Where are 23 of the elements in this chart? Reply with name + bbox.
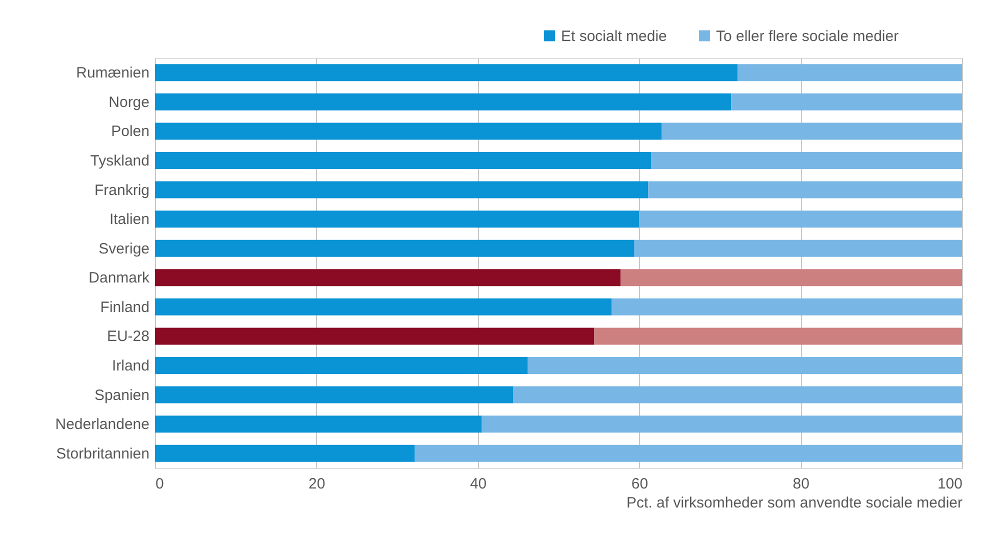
x-tick-label: 60 xyxy=(631,476,648,492)
y-tick-label: Tyskland xyxy=(90,152,150,170)
x-tick-label: 80 xyxy=(792,476,810,492)
y-tick-label: Storbritannien xyxy=(56,445,150,462)
x-tick-label: 100 xyxy=(937,476,962,492)
y-tick-label: Italien xyxy=(109,211,150,228)
y-tick-label: Danmark xyxy=(88,270,150,287)
y-tick-label: Nederlandene xyxy=(55,416,150,434)
legend-label: Et socialt medie xyxy=(561,28,667,45)
y-tick-label: Sverige xyxy=(98,240,150,258)
legend-label: To eller flere sociale medier xyxy=(716,28,899,45)
y-tick-label: Spanien xyxy=(94,386,150,404)
x-tick-label: 20 xyxy=(308,476,326,492)
x-tick-label: 0 xyxy=(156,476,164,492)
x-axis-title: Pct. af virksomheder som anvendte sociale medier xyxy=(626,494,963,512)
y-tick-label: EU-28 xyxy=(106,328,150,346)
y-tick-label: Irland xyxy=(112,358,150,374)
y-tick-label: Rumænien xyxy=(76,64,150,82)
y-tick-label: Norge xyxy=(108,94,150,111)
y-tick-label: Frankrig xyxy=(94,182,150,199)
y-tick-label: Polen xyxy=(111,123,150,140)
x-tick-label: 40 xyxy=(470,476,487,492)
y-tick-label: Finland xyxy=(100,298,150,316)
